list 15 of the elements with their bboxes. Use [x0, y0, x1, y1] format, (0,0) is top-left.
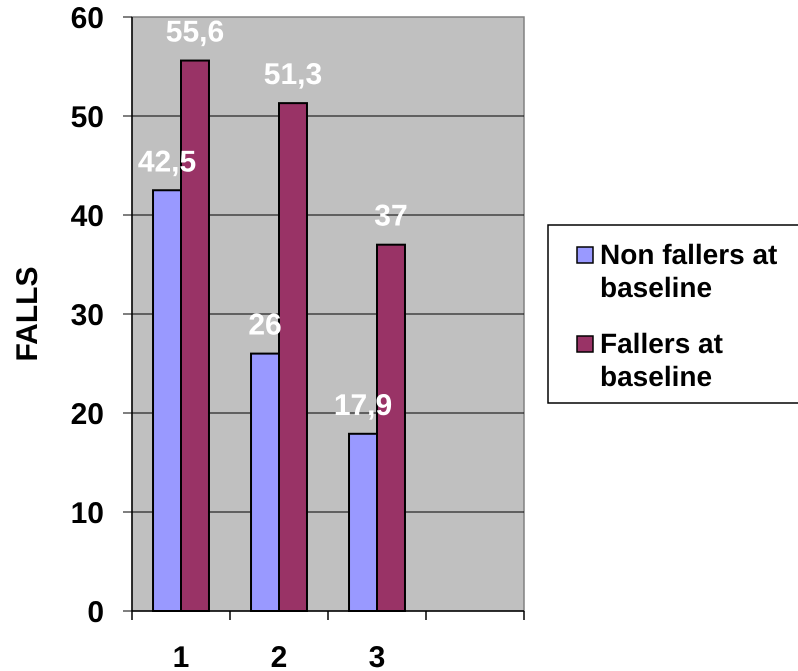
- y-tick-label: 0: [87, 596, 104, 629]
- data-label: 51,3: [264, 58, 322, 92]
- y-tick-label: 10: [70, 496, 104, 530]
- y-tick-label: 30: [70, 298, 104, 332]
- data-label: 55,6: [166, 16, 224, 49]
- y-axis-title: FALLS: [11, 266, 44, 362]
- x-tick-label: 2: [270, 641, 288, 671]
- y-tick-label: 20: [70, 398, 104, 431]
- x-tick-label: 1: [172, 641, 190, 671]
- y-tick-label: 60: [70, 2, 104, 35]
- x-tick-label: 3: [368, 641, 386, 671]
- y-tick-label: 40: [70, 200, 104, 233]
- legend-label: Fallers at baseline: [600, 328, 723, 392]
- y-tick-label: 50: [70, 100, 104, 134]
- legend-label: Non fallers at baseline: [600, 239, 778, 303]
